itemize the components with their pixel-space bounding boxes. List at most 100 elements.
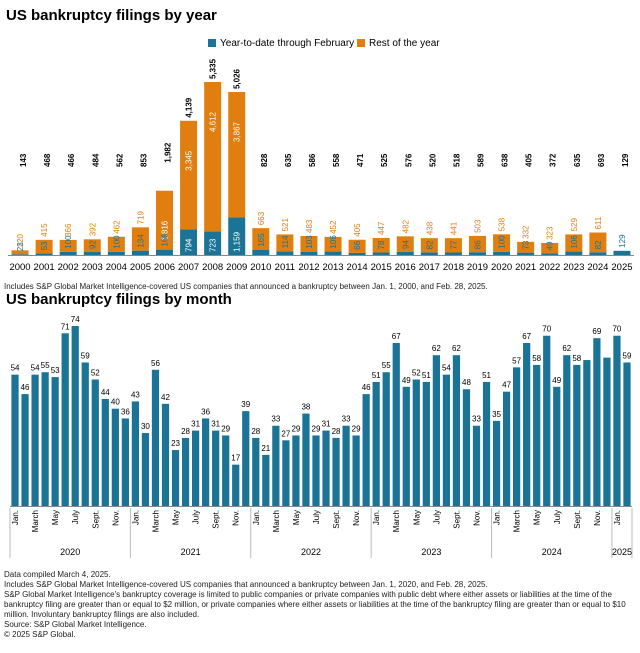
rest-label: 366 bbox=[64, 223, 73, 237]
month-value-label: 29 bbox=[312, 424, 321, 433]
bar-rest bbox=[83, 239, 101, 253]
year-tick-label: 2007 bbox=[178, 262, 199, 273]
month-value-label: 51 bbox=[482, 371, 491, 380]
chart1-note: Includes S&P Global Market Intelligence-… bbox=[4, 282, 488, 291]
month-bar bbox=[472, 425, 481, 506]
year-tick-label: 2023 bbox=[563, 262, 584, 273]
month-bar bbox=[462, 389, 471, 506]
month-bar bbox=[352, 435, 360, 506]
month-tick-label: May bbox=[172, 510, 181, 525]
bar-rest bbox=[228, 92, 246, 218]
total-label: 520 bbox=[428, 153, 437, 167]
month-tick-label: Nov. bbox=[473, 510, 482, 526]
month-tick-label: Jan. bbox=[131, 510, 140, 525]
month-tick-label: May bbox=[51, 510, 60, 525]
rest-label: 441 bbox=[449, 221, 458, 235]
bar-rest bbox=[252, 228, 270, 250]
monthly-bar-chart: 54Jan.4654March5553May7174July5952Sept.4… bbox=[9, 315, 633, 558]
bar-ytd bbox=[420, 252, 438, 255]
bar-ytd bbox=[444, 252, 462, 255]
month-tick-label: Nov. bbox=[593, 510, 602, 526]
month-bar bbox=[442, 374, 451, 506]
month-bar bbox=[212, 430, 220, 506]
bar-ytd bbox=[252, 249, 270, 255]
month-bar bbox=[161, 403, 170, 506]
total-label: 853 bbox=[139, 153, 148, 167]
ytd-label: 165 bbox=[257, 233, 266, 247]
bar-rest bbox=[541, 242, 559, 254]
month-bar bbox=[171, 450, 180, 506]
ytd-label: 106 bbox=[570, 235, 579, 249]
month-value-label: 33 bbox=[271, 415, 280, 424]
month-bar bbox=[613, 335, 621, 506]
rest-label: 415 bbox=[40, 223, 49, 237]
rest-label: 323 bbox=[546, 226, 555, 240]
month-value-label: 62 bbox=[452, 344, 461, 353]
month-bar bbox=[482, 381, 491, 506]
month-bar bbox=[81, 362, 89, 506]
month-bar bbox=[412, 379, 420, 506]
year-tick-label: 2011 bbox=[275, 262, 295, 273]
rest-label: 4,612 bbox=[209, 111, 218, 132]
bar-ytd bbox=[372, 252, 390, 255]
month-value-label: 48 bbox=[462, 378, 471, 387]
month-value-label: 29 bbox=[291, 424, 300, 433]
month-bar bbox=[553, 386, 561, 506]
month-tick-label: Nov. bbox=[111, 510, 120, 526]
month-bar bbox=[543, 335, 551, 506]
month-value-label: 47 bbox=[502, 381, 511, 390]
rest-label: 663 bbox=[257, 211, 266, 225]
month-tick-label: Jan. bbox=[493, 510, 502, 525]
month-value-label: 46 bbox=[362, 383, 371, 392]
year-group-label: 2020 bbox=[60, 547, 80, 557]
month-bar bbox=[583, 360, 591, 506]
month-bar bbox=[502, 391, 511, 506]
bar-rest bbox=[11, 250, 29, 255]
month-value-label: 49 bbox=[552, 376, 561, 385]
year-tick-label: 2018 bbox=[443, 262, 464, 273]
bar-ytd bbox=[300, 251, 318, 255]
rest-label: 405 bbox=[353, 223, 362, 237]
month-bar bbox=[492, 420, 501, 506]
month-bar bbox=[91, 379, 99, 506]
month-tick-label: Sept. bbox=[91, 510, 100, 529]
year-tick-label: 2016 bbox=[395, 262, 416, 273]
year-tick-label: 2015 bbox=[371, 262, 392, 273]
ytd-label: 49 bbox=[546, 241, 555, 250]
rest-label: 538 bbox=[498, 217, 507, 231]
ytd-label: 66 bbox=[353, 240, 362, 249]
legend-label-ytd: Year-to-date through February bbox=[220, 38, 354, 49]
month-bar bbox=[452, 355, 461, 506]
month-value-label: 55 bbox=[382, 361, 391, 370]
month-value-label: 36 bbox=[201, 407, 210, 416]
rest-label: 3,867 bbox=[233, 121, 242, 142]
rest-label: 521 bbox=[281, 218, 290, 232]
month-value-label: 53 bbox=[51, 366, 60, 375]
footer-copyright: © 2025 S&P Global. bbox=[4, 630, 76, 639]
year-group-label: 2023 bbox=[421, 547, 441, 557]
month-bar bbox=[382, 372, 390, 506]
month-bar bbox=[262, 454, 270, 506]
month-value-label: 54 bbox=[11, 364, 20, 373]
bar-rest bbox=[324, 236, 342, 252]
ytd-label: 100 bbox=[64, 235, 73, 249]
month-value-label: 57 bbox=[512, 356, 521, 365]
month-tick-label: March bbox=[31, 510, 40, 532]
bar-ytd bbox=[35, 253, 53, 255]
month-bar bbox=[151, 369, 160, 506]
month-bar bbox=[573, 364, 581, 506]
month-tick-label: July bbox=[192, 510, 201, 524]
year-tick-label: 2000 bbox=[9, 262, 30, 273]
month-tick-label: March bbox=[272, 510, 281, 532]
rest-label: 3,345 bbox=[185, 150, 194, 171]
year-group-label: 2022 bbox=[301, 547, 321, 557]
bar-rest bbox=[444, 238, 462, 253]
total-label: 589 bbox=[477, 153, 486, 167]
month-value-label: 28 bbox=[181, 427, 190, 436]
month-value-label: 56 bbox=[151, 359, 160, 368]
total-label: 638 bbox=[501, 153, 510, 167]
month-value-label: 70 bbox=[542, 325, 551, 334]
total-label: 635 bbox=[573, 153, 582, 167]
rest-label: 462 bbox=[112, 220, 121, 234]
year-tick-label: 2002 bbox=[58, 262, 79, 273]
